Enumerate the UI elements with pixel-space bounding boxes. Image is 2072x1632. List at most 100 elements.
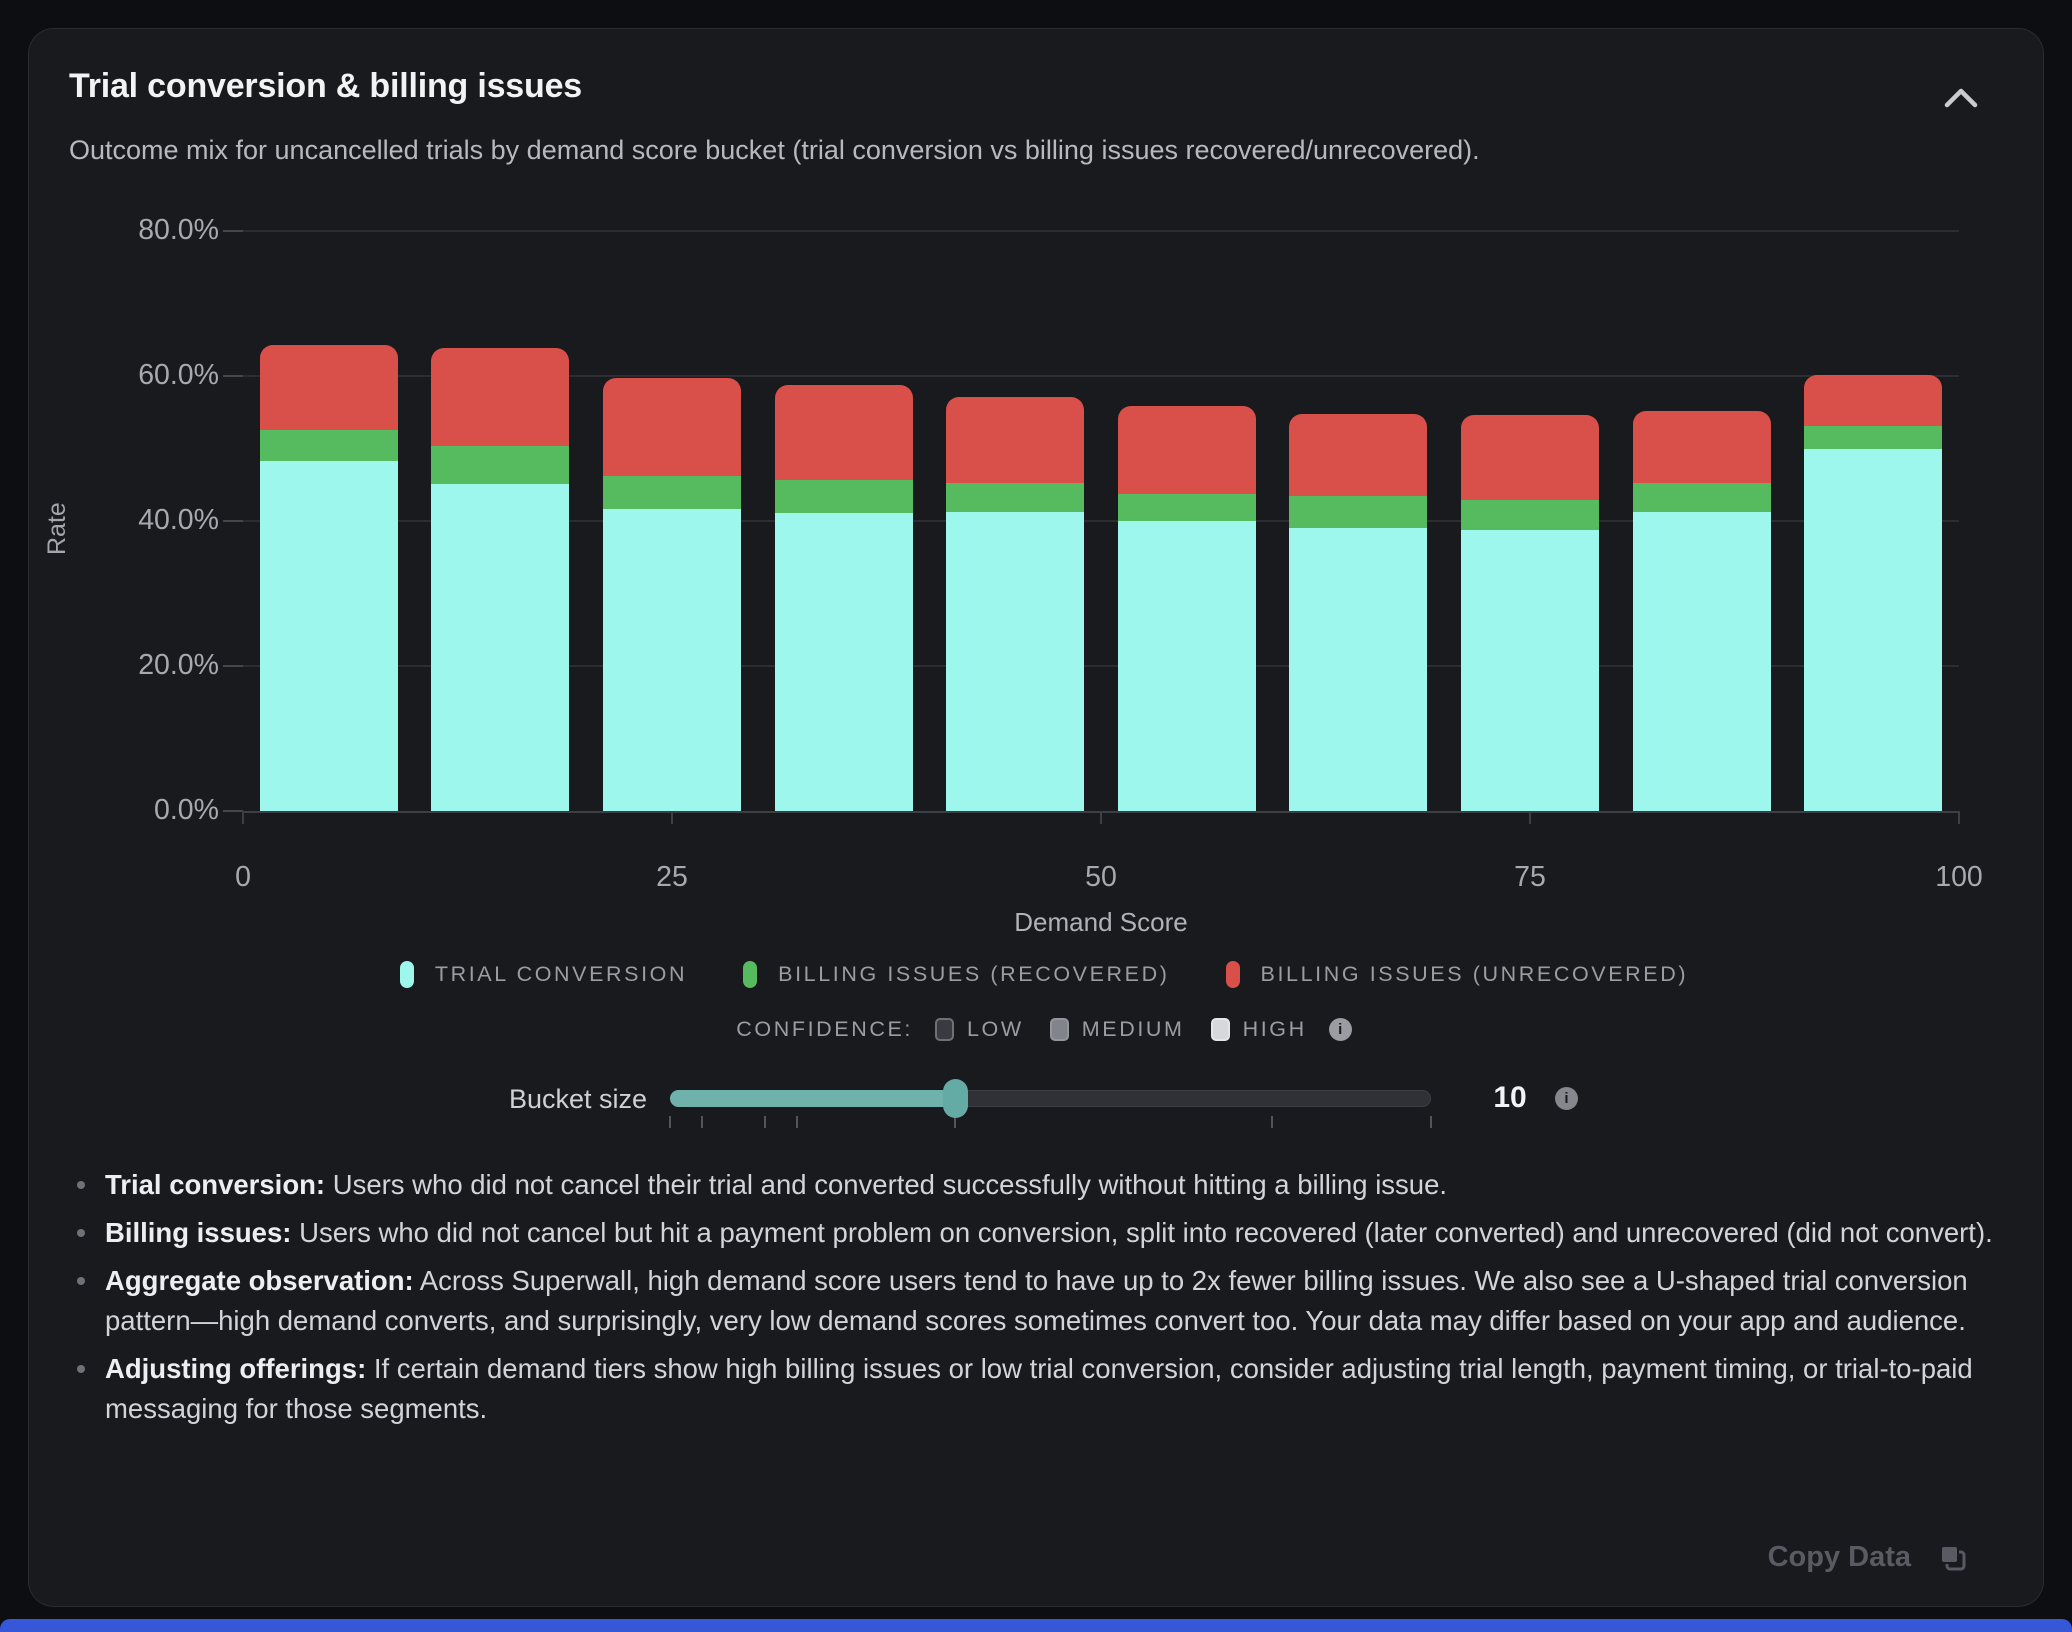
legend-item[interactable]: TRIAL CONVERSION (399, 961, 688, 988)
bar-bucket-20-30 (603, 378, 741, 811)
bar-segment-billing-issues-unrecovered (603, 378, 741, 477)
bar-segment-billing-issues-unrecovered (259, 344, 398, 431)
bar-segment-trial-conversion (774, 513, 913, 811)
bottom-panel-edge (0, 1619, 2072, 1632)
gridline (243, 665, 1959, 667)
bar-segment-billing-issues-recovered (1289, 495, 1428, 528)
card-subtitle: Outcome mix for uncancelled trials by de… (69, 135, 1480, 165)
slider-tick-2 (700, 1116, 703, 1128)
note-item: Trial conversion: Users who did not canc… (75, 1165, 2005, 1205)
bar-bucket-60-70 (1289, 413, 1428, 811)
bar-bucket-10-20 (431, 347, 570, 811)
note-lead: Adjusting offerings: (105, 1353, 367, 1384)
bar-segment-billing-issues-unrecovered (1632, 410, 1771, 483)
bar-bucket-80-90 (1632, 410, 1771, 811)
confidence-option-high[interactable]: HIGH (1210, 1017, 1307, 1042)
bar-segment-trial-conversion (1632, 511, 1771, 811)
note-lead: Trial conversion: (105, 1169, 326, 1200)
x-tick (1100, 811, 1102, 824)
bar-segment-billing-issues-recovered (1804, 426, 1943, 450)
note-lead: Aggregate observation: (105, 1265, 414, 1296)
bar-segment-billing-issues-recovered (1632, 482, 1771, 512)
confidence-label: CONFIDENCE: (736, 1017, 913, 1041)
note-lead: Billing issues: (105, 1217, 292, 1248)
note-item: Adjusting offerings: If certain demand t… (75, 1349, 2005, 1429)
bar-segment-billing-issues-unrecovered (1289, 413, 1428, 496)
bar-bucket-0-10 (259, 344, 398, 811)
x-tick-label: 50 (1085, 861, 1117, 893)
bar-segment-trial-conversion (1117, 520, 1256, 811)
slider-tick-20 (1271, 1116, 1274, 1128)
bar-segment-billing-issues-unrecovered (1117, 405, 1256, 495)
confidence-filter-row: CONFIDENCE: LOW MEDIUM HIGH i (29, 1017, 2059, 1042)
bar-segment-billing-issues-unrecovered (431, 347, 570, 446)
bar-segment-billing-issues-recovered (774, 479, 913, 514)
bucket-size-slider-thumb[interactable] (943, 1079, 969, 1118)
confidence-checkbox-low[interactable] (934, 1018, 954, 1041)
slider-tick-4 (764, 1116, 767, 1128)
x-tick-label: 75 (1514, 861, 1546, 893)
y-tick-label: 60.0% (138, 359, 219, 391)
legend-label: TRIAL CONVERSION (434, 962, 688, 986)
bucket-size-value: 10 (1493, 1081, 1527, 1114)
x-tick (1529, 811, 1531, 824)
bar-segment-billing-issues-recovered (1461, 499, 1599, 530)
bar-segment-trial-conversion (431, 484, 570, 811)
x-tick (671, 811, 673, 824)
y-tick (223, 665, 243, 667)
stacked-bar-chart: Rate 80.0% 60.0% 40.0% 20.0% 0.0% 0 25 50 75 100… (29, 29, 2043, 1606)
confidence-option-low[interactable]: LOW (934, 1017, 1024, 1042)
chart-card: Trial conversion & billing issues Outcom… (28, 28, 2044, 1607)
gridline (243, 375, 1959, 377)
legend-swatch (399, 961, 414, 988)
bar-bucket-30-40 (774, 385, 913, 811)
collapse-button[interactable] (1935, 77, 1987, 121)
y-tick (223, 520, 243, 522)
confidence-info-icon[interactable]: i (1328, 1018, 1352, 1041)
slider-tick-10 (954, 1116, 957, 1128)
note-item: Aggregate observation: Across Superwall,… (75, 1261, 2005, 1341)
bar-segment-trial-conversion (1804, 449, 1943, 811)
bar-segment-billing-issues-unrecovered (1461, 415, 1599, 500)
y-tick-label: 80.0% (138, 214, 219, 246)
footer: Copy Data (1768, 1541, 1969, 1574)
legend-swatch (1225, 961, 1240, 988)
y-tick-label: 20.0% (138, 649, 219, 681)
legend-item[interactable]: BILLING ISSUES (RECOVERED) (743, 961, 1169, 988)
bar-bucket-90-100 (1804, 374, 1943, 811)
bar-segment-billing-issues-recovered (1117, 494, 1256, 521)
bar-segment-billing-issues-unrecovered (1804, 374, 1943, 427)
bar-segment-trial-conversion (259, 460, 398, 811)
bar-segment-billing-issues-unrecovered (946, 397, 1085, 484)
bar-segment-billing-issues-recovered (431, 445, 570, 485)
y-tick (223, 810, 243, 812)
gridline (243, 520, 1959, 522)
y-tick-label: 40.0% (138, 504, 219, 536)
copy-data-button[interactable]: Copy Data (1767, 1541, 1911, 1573)
confidence-checkbox-high[interactable] (1210, 1018, 1230, 1041)
bar-segment-billing-issues-recovered (946, 483, 1085, 512)
bar-segment-trial-conversion (1461, 529, 1599, 811)
bar-segment-billing-issues-recovered (603, 476, 741, 509)
x-axis-title: Demand Score (1014, 907, 1188, 937)
y-tick (223, 375, 243, 377)
bucket-size-slider-fill (670, 1090, 964, 1107)
slider-tick-5 (795, 1116, 798, 1128)
x-tick (242, 811, 244, 824)
x-tick-label: 100 (1935, 861, 1983, 893)
y-tick-label: 0.0% (154, 794, 219, 826)
bar-segment-billing-issues-unrecovered (774, 385, 913, 480)
bar-bucket-40-50 (946, 397, 1085, 811)
bar-segment-trial-conversion (603, 508, 741, 811)
copy-icon[interactable] (1937, 1542, 1969, 1574)
bar-segment-trial-conversion (946, 511, 1085, 811)
bucket-size-info-icon[interactable]: i (1555, 1087, 1578, 1110)
confidence-checkbox-medium[interactable] (1049, 1018, 1069, 1041)
note-item: Billing issues: Users who did not cancel… (75, 1213, 2005, 1253)
confidence-option-medium[interactable]: MEDIUM (1049, 1017, 1185, 1042)
x-tick-label: 25 (656, 861, 688, 893)
legend-item[interactable]: BILLING ISSUES (UNRECOVERED) (1225, 961, 1689, 988)
bar-bucket-50-60 (1117, 405, 1256, 811)
bar-bucket-70-80 (1461, 415, 1599, 811)
confidence-option-label: HIGH (1242, 1017, 1307, 1041)
